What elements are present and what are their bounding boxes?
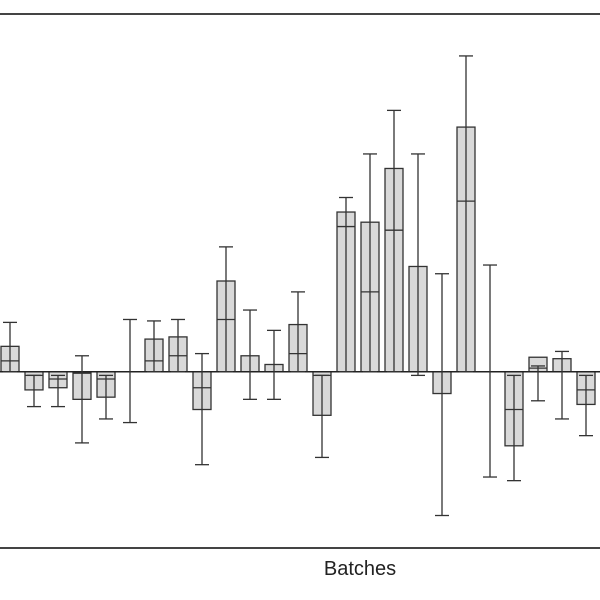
plot-frame (0, 13, 600, 549)
x-axis-label: Batches (324, 558, 396, 580)
error-bars-layer (3, 55, 593, 517)
